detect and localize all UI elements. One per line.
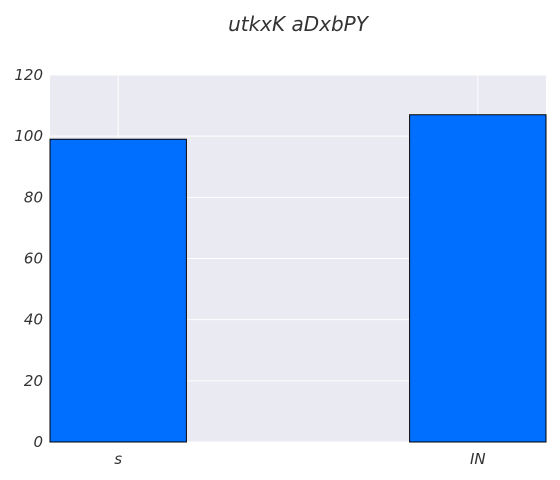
y-tick-label: 20 xyxy=(24,372,43,390)
x-tick-label: IN xyxy=(470,450,486,468)
y-tick-label: 60 xyxy=(24,250,43,268)
x-axis-ticks: s IN xyxy=(114,450,485,468)
x-tick-label: s xyxy=(114,450,122,468)
y-tick-label: 40 xyxy=(24,311,43,329)
bars xyxy=(49,114,547,443)
bar-s xyxy=(49,138,187,443)
chart-title: utkxK aDxbPY xyxy=(228,12,370,36)
bar-IN xyxy=(409,114,547,443)
y-tick-label: 100 xyxy=(14,127,43,145)
y-axis-ticks: 0 20 40 60 80 100 120 xyxy=(14,66,43,451)
y-tick-label: 0 xyxy=(33,433,43,451)
y-tick-label: 120 xyxy=(14,66,43,84)
y-tick-label: 80 xyxy=(24,188,43,206)
